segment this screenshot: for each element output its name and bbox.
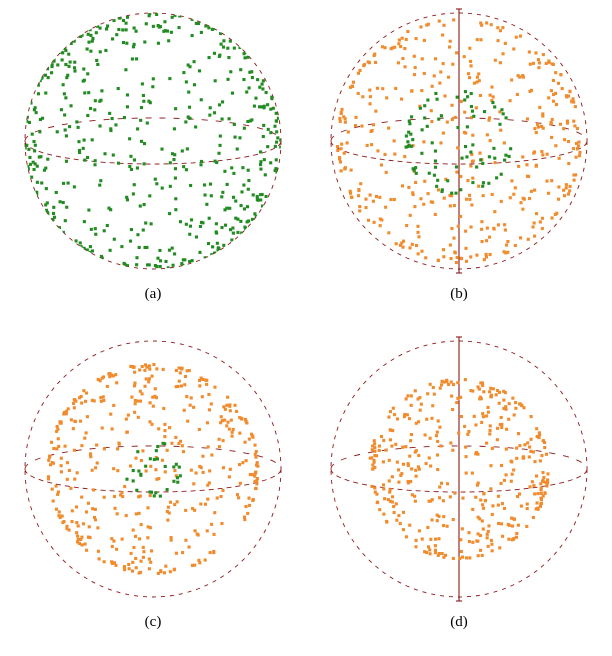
caption-a: (a) — [145, 286, 162, 303]
sphere-svg-d — [324, 334, 594, 604]
sphere-svg-b — [324, 6, 594, 276]
figure-grid: (a) (b) (c) (d) — [0, 0, 612, 656]
sphere-svg-a — [18, 6, 288, 276]
sphere-svg-c — [18, 334, 288, 604]
panel-c: (c) — [0, 328, 306, 656]
panel-b: (b) — [306, 0, 612, 328]
panel-d: (d) — [306, 328, 612, 656]
caption-b: (b) — [450, 286, 468, 303]
panel-a: (a) — [0, 0, 306, 328]
caption-d: (d) — [450, 614, 468, 631]
sphere-b — [324, 6, 594, 276]
sphere-c — [18, 334, 288, 604]
caption-c: (c) — [145, 614, 162, 631]
sphere-d — [324, 334, 594, 604]
sphere-a — [18, 6, 288, 276]
